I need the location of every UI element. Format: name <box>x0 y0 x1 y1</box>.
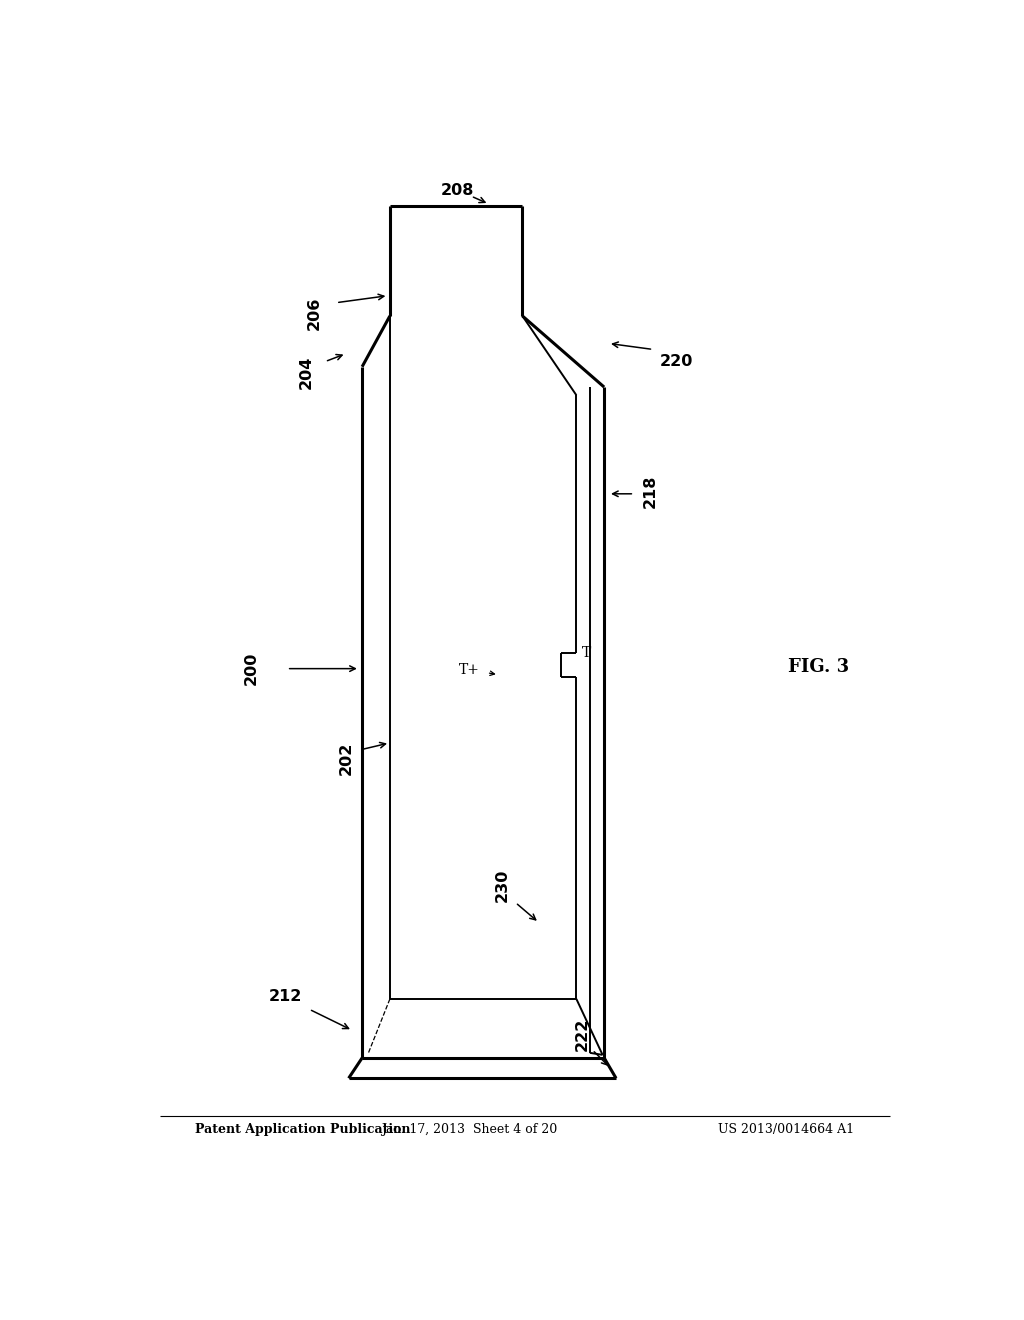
Text: 230: 230 <box>495 869 510 902</box>
Text: 200: 200 <box>244 652 258 685</box>
Text: 202: 202 <box>339 742 353 775</box>
Text: US 2013/0014664 A1: US 2013/0014664 A1 <box>718 1122 854 1135</box>
Text: 208: 208 <box>440 183 474 198</box>
Text: 218: 218 <box>642 475 657 508</box>
Text: 204: 204 <box>299 355 314 388</box>
Text: T+: T+ <box>459 663 479 677</box>
Text: Jan. 17, 2013  Sheet 4 of 20: Jan. 17, 2013 Sheet 4 of 20 <box>381 1122 557 1135</box>
Text: FIG. 3: FIG. 3 <box>787 657 849 676</box>
Text: T: T <box>582 647 591 660</box>
Text: Patent Application Publication: Patent Application Publication <box>196 1122 411 1135</box>
Text: 206: 206 <box>307 296 322 330</box>
Text: 220: 220 <box>659 354 693 370</box>
Text: 222: 222 <box>574 1018 590 1051</box>
Text: 212: 212 <box>268 990 302 1005</box>
